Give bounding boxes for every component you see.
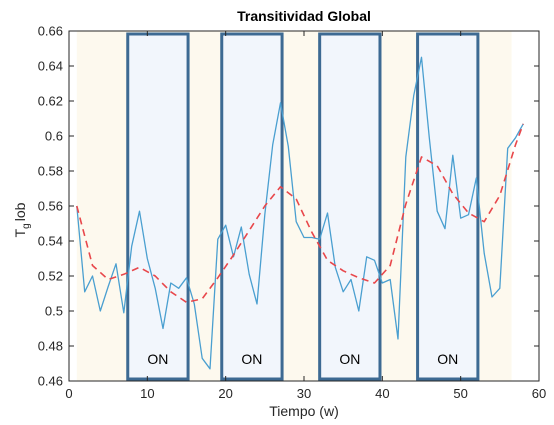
y-tick-label: 0.64 [38, 59, 63, 74]
x-axis-label: Tiempo (w) [269, 403, 339, 419]
y-tick-label: 0.6 [45, 129, 63, 144]
x-tick-label: 10 [140, 386, 154, 401]
y-tick-label: 0.62 [38, 94, 63, 109]
on-box-4 [416, 32, 480, 381]
y-tick-label: 0.48 [38, 339, 63, 354]
x-tick-label: 60 [532, 386, 546, 401]
y-axis-label: Tg lob [12, 202, 32, 237]
y-axis-label-sub: g [21, 223, 32, 229]
y-axis-label-rest: lob [12, 202, 28, 221]
y-tick-label: 0.58 [38, 164, 63, 179]
y-axis-label-main: T [12, 228, 28, 237]
on-box-1 [126, 32, 190, 381]
on-box-2 [220, 32, 284, 381]
on-box-label-3: ON [339, 351, 360, 367]
x-tick-label: 30 [297, 386, 311, 401]
y-tick-label: 0.54 [38, 234, 63, 249]
y-tick-label: 0.56 [38, 199, 63, 214]
y-tick-label: 0.52 [38, 269, 63, 284]
on-box-3 [318, 32, 382, 381]
chart-title: Transitividad Global [237, 8, 371, 24]
y-tick-label: 0.46 [38, 374, 63, 389]
y-tick-label: 0.66 [38, 24, 63, 39]
on-box-label-2: ON [241, 351, 262, 367]
y-tick-label: 0.5 [45, 304, 63, 319]
on-box-label-4: ON [437, 351, 458, 367]
x-tick-label: 20 [218, 386, 232, 401]
x-tick-label: 50 [453, 386, 467, 401]
trend-line [76, 123, 525, 304]
x-tick-label: 40 [375, 386, 389, 401]
on-box-label-1: ON [147, 351, 168, 367]
x-tick-label: 0 [65, 386, 72, 401]
data-line [76, 56, 524, 370]
